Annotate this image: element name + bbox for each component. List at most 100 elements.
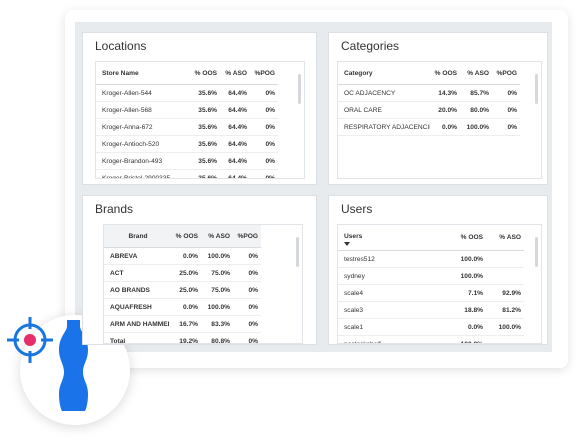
table-cell: 75.0% — [201, 264, 233, 282]
scrollbar-thumb[interactable] — [296, 237, 299, 267]
table-row[interactable]: AQUAFRESH 0.0% 100.0% 0% — [104, 298, 261, 316]
table-cell: 35.6% — [188, 135, 220, 153]
table-cell: RESPIRATORY ADJACENCIES — [338, 118, 430, 136]
table-cell: 64.4% — [220, 169, 250, 178]
table-cell: ACT — [104, 264, 169, 282]
table-row[interactable]: testres512 100.0% — [338, 250, 524, 268]
column-header: % OOS — [446, 225, 486, 251]
table-cell: 14.3% — [430, 84, 460, 102]
table-row[interactable]: scale3 18.8% 81.2% — [338, 301, 524, 319]
table-cell: 80.8% — [201, 332, 233, 343]
table-box: Category% OOS% ASO %POG OC ADJACENCY 14.3% 8… — [337, 61, 542, 179]
bottle-icon — [59, 320, 88, 411]
table-row[interactable]: scale1 0.0% 100.0% — [338, 318, 524, 336]
table-cell — [486, 267, 524, 285]
table-cell: 35.6% — [188, 101, 220, 119]
table-cell: 75.0% — [201, 281, 233, 299]
table-cell: 35.6% — [188, 118, 220, 136]
data-table: Users% OOS% ASO testres512 100.0% sydney 100… — [338, 225, 524, 343]
data-table: Store Name% OOS% ASO %POG Kroger-Allen-544… — [96, 62, 278, 178]
users-panel: Users Users% OOS% ASO testres512 100.0% sydn… — [328, 195, 548, 345]
header-row: Category% OOS% ASO %POG — [338, 62, 520, 85]
table-cell: 0% — [233, 247, 261, 265]
table-cell: 0% — [233, 298, 261, 316]
icons — [7, 317, 88, 411]
panel-title: Brands — [95, 202, 134, 216]
table-cell: 64.4% — [220, 135, 250, 153]
scrollbar-thumb[interactable] — [535, 74, 538, 104]
table-cell: 0.0% — [446, 318, 486, 336]
table-cell: postockshelf — [338, 335, 446, 343]
table-cell: 64.4% — [220, 118, 250, 136]
table-row[interactable]: Kroger-Allen-544 35.6% 64.4% 0% — [96, 84, 278, 102]
table-cell: 0% — [250, 84, 278, 102]
table-row[interactable]: ARM AND HAMMER 16.7% 83.3% 0% — [104, 315, 261, 333]
table-cell: sydney — [338, 267, 446, 285]
column-header: % OOS — [188, 62, 220, 85]
target-icon — [7, 317, 53, 363]
scrollbar[interactable] — [534, 66, 539, 174]
scrollbar[interactable] — [297, 66, 302, 174]
table-row[interactable]: scale4 7.1% 92.9% — [338, 284, 524, 302]
brands-panel: Brands Brand% OOS% ASO %POG ABREVA 0.0% 100.0… — [82, 195, 317, 345]
table-row[interactable]: AO BRANDS 25.0% 75.0% 0% — [104, 281, 261, 299]
table-cell: 16.7% — [169, 315, 201, 333]
table-cell: 81.2% — [486, 301, 524, 319]
table-row[interactable]: RESPIRATORY ADJACENCIES 0.0% 100.0% 0% — [338, 118, 520, 136]
scrollbar[interactable] — [295, 229, 300, 339]
column-header: % ASO — [201, 225, 233, 248]
header-row: Store Name% OOS% ASO %POG — [96, 62, 278, 85]
table-cell: 100.0% — [446, 250, 486, 268]
table-cell: 25.0% — [169, 281, 201, 299]
table-row[interactable]: OC ADJACENCY 14.3% 85.7% 0% — [338, 84, 520, 102]
table-row[interactable]: Kroger-Antioch-520 35.6% 64.4% 0% — [96, 135, 278, 153]
table-row[interactable]: ORAL CARE 20.0% 80.0% 0% — [338, 101, 520, 119]
table-cell: 18.8% — [446, 301, 486, 319]
table-cell: ABREVA — [104, 247, 169, 265]
column-header: %POG — [492, 62, 520, 85]
table-row[interactable]: Kroger-Allen-568 35.6% 64.4% 0% — [96, 101, 278, 119]
table-row[interactable]: ACT 25.0% 75.0% 0% — [104, 264, 261, 282]
column-header: Users — [338, 225, 446, 251]
table-cell: 0% — [250, 101, 278, 119]
table-cell: AO BRANDS — [104, 281, 169, 299]
table-cell: scale1 — [338, 318, 446, 336]
table-cell: scale4 — [338, 284, 446, 302]
table-row[interactable]: Kroger-Bristol-2900335 35.6% 64.4% 0% — [96, 169, 278, 178]
data-table: Category% OOS% ASO %POG OC ADJACENCY 14.3% 8… — [338, 62, 520, 136]
table-cell: Kroger-Bristol-2900335 — [96, 169, 188, 178]
panel-title: Locations — [95, 39, 147, 53]
scrollbar-thumb[interactable] — [298, 74, 301, 104]
table-row[interactable]: ABREVA 0.0% 100.0% 0% — [104, 247, 261, 265]
table-cell: 80.0% — [460, 101, 492, 119]
table-cell: Kroger-Allen-544 — [96, 84, 188, 102]
table-cell: 0% — [492, 101, 520, 119]
table-row[interactable]: Kroger-Anna-672 35.6% 64.4% 0% — [96, 118, 278, 136]
table-row[interactable]: Total 19.2% 80.8% 0% — [104, 332, 261, 343]
table-row[interactable]: postockshelf 100.0% — [338, 335, 524, 343]
sort-arrow[interactable] — [344, 241, 350, 246]
column-header: %POG — [250, 62, 278, 85]
table-cell: 0% — [233, 264, 261, 282]
table-cell: 20.0% — [430, 101, 460, 119]
table-cell: 64.4% — [220, 101, 250, 119]
column-header: % ASO — [220, 62, 250, 85]
table-row[interactable]: sydney 100.0% — [338, 267, 524, 285]
data-table: Brand% OOS% ASO %POG ABREVA 0.0% 100.0% 0% ACT… — [104, 225, 261, 343]
table-cell: 100.0% — [201, 247, 233, 265]
table-cell: 0% — [492, 118, 520, 136]
table-cell: 0.0% — [169, 298, 201, 316]
scrollbar[interactable] — [534, 229, 539, 339]
scrollbar-thumb[interactable] — [535, 237, 538, 267]
table-box: Users% OOS% ASO testres512 100.0% sydney 100… — [337, 224, 542, 344]
column-header: Category — [338, 62, 430, 85]
table-cell: ARM AND HAMMER — [104, 315, 169, 333]
table-cell: Total — [104, 332, 169, 343]
table-cell: ORAL CARE — [338, 101, 430, 119]
table-cell: Kroger-Anna-672 — [96, 118, 188, 136]
table-cell: testres512 — [338, 250, 446, 268]
table-cell — [486, 335, 524, 343]
table-cell: 100.0% — [446, 335, 486, 343]
table-row[interactable]: Kroger-Brandon-493 35.6% 64.4% 0% — [96, 152, 278, 170]
panel-title: Users — [341, 202, 373, 216]
